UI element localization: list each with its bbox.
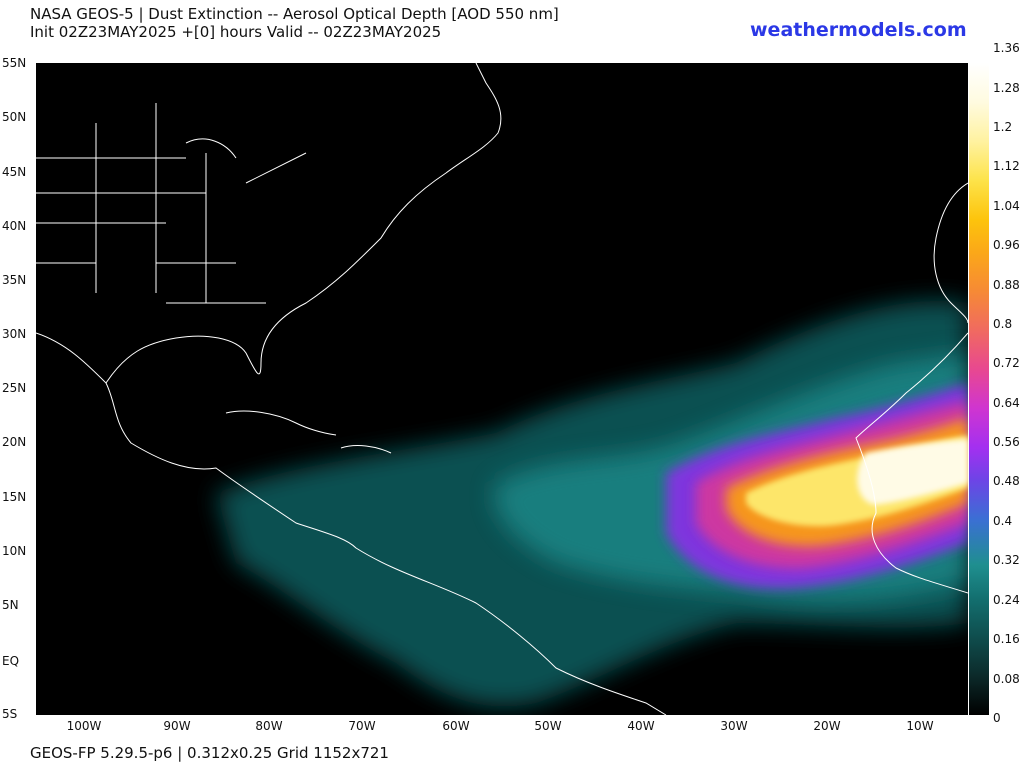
coastlines bbox=[36, 63, 968, 715]
colorbar-label: 0.72 bbox=[993, 356, 1020, 370]
lat-label: 10N bbox=[2, 544, 27, 558]
colorbar-label: 0.32 bbox=[993, 553, 1020, 567]
map-title: NASA GEOS-5 | Dust Extinction -- Aerosol… bbox=[30, 5, 559, 23]
lon-label: 40W bbox=[627, 719, 655, 733]
footer-info: GEOS-FP 5.29.5-p6 | 0.312x0.25 Grid 1152… bbox=[30, 744, 389, 762]
lon-label: 70W bbox=[348, 719, 376, 733]
colorbar-label: 0.4 bbox=[993, 514, 1013, 528]
lon-label: 30W bbox=[720, 719, 748, 733]
lon-label: 100W bbox=[66, 719, 102, 733]
lon-label: 90W bbox=[163, 719, 191, 733]
lon-label: 20W bbox=[813, 719, 841, 733]
colorbar-label: 0.48 bbox=[993, 474, 1020, 488]
colorbar-label: 0.16 bbox=[993, 632, 1020, 646]
colorbar-label: 0.24 bbox=[993, 593, 1020, 607]
colorbar-label: 1.36 bbox=[993, 41, 1020, 55]
colorbar-label: 0 bbox=[993, 711, 1001, 725]
lat-label: 45N bbox=[2, 165, 27, 179]
colorbar-label: 0.88 bbox=[993, 278, 1020, 292]
lat-label: 55N bbox=[2, 56, 27, 70]
lat-label: EQ bbox=[2, 654, 20, 668]
lat-label: 40N bbox=[2, 219, 27, 233]
aod-map bbox=[36, 63, 968, 715]
colorbar-label: 0.64 bbox=[993, 396, 1020, 410]
lat-label: 25N bbox=[2, 381, 27, 395]
colorbar-label: 1.04 bbox=[993, 199, 1020, 213]
colorbar bbox=[969, 63, 989, 715]
lat-label: 15N bbox=[2, 490, 27, 504]
lat-label: 5N bbox=[2, 598, 19, 612]
lat-label: 5S bbox=[2, 707, 18, 721]
lon-label: 10W bbox=[906, 719, 934, 733]
lon-label: 60W bbox=[442, 719, 470, 733]
lon-label: 80W bbox=[255, 719, 283, 733]
map-canvas bbox=[36, 63, 968, 715]
lon-label: 50W bbox=[534, 719, 562, 733]
lat-label: 20N bbox=[2, 435, 27, 449]
colorbar-label: 0.56 bbox=[993, 435, 1020, 449]
colorbar-label: 1.28 bbox=[993, 81, 1020, 95]
brand-link[interactable]: weathermodels.com bbox=[750, 19, 967, 41]
colorbar-label: 0.96 bbox=[993, 238, 1020, 252]
colorbar-label: 0.08 bbox=[993, 672, 1020, 686]
dust-plume bbox=[216, 301, 968, 707]
colorbar-label: 0.8 bbox=[993, 317, 1013, 331]
lat-label: 30N bbox=[2, 327, 27, 341]
colorbar-label: 1.2 bbox=[993, 120, 1013, 134]
colorbar-label: 1.12 bbox=[993, 159, 1020, 173]
lat-label: 50N bbox=[2, 110, 27, 124]
map-subtitle: Init 02Z23MAY2025 +[0] hours Valid -- 02… bbox=[30, 23, 442, 41]
lat-label: 35N bbox=[2, 273, 27, 287]
